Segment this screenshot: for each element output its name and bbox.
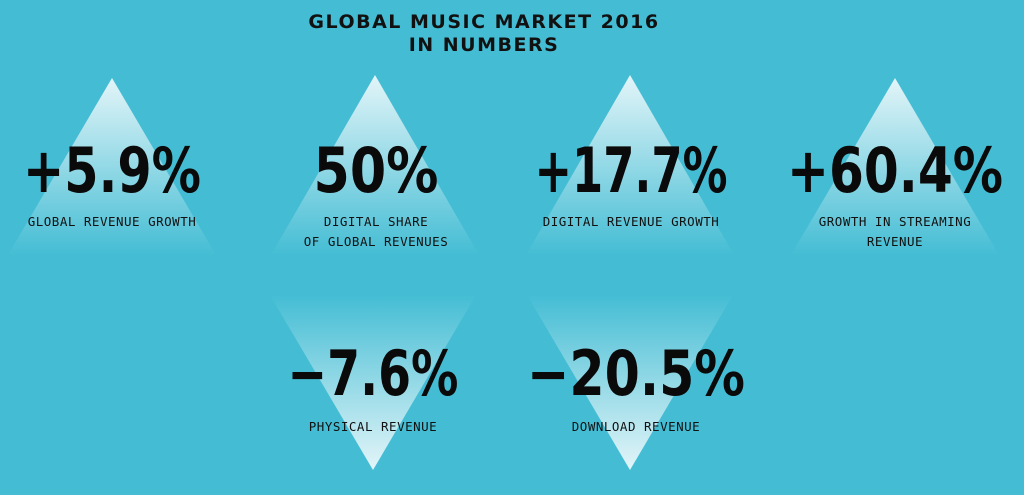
stat-caption: OF GLOBAL REVENUES bbox=[304, 234, 448, 249]
triangle bbox=[527, 295, 733, 470]
stat-value: −7.6% bbox=[288, 337, 459, 410]
title-line: GLOBAL MUSIC MARKET 2016 bbox=[308, 11, 659, 33]
stat-value: +17.7% bbox=[535, 134, 728, 207]
triangle bbox=[270, 295, 476, 470]
stat-value: +5.9% bbox=[23, 134, 201, 207]
stat-value: −20.5% bbox=[527, 337, 745, 410]
stat-value: 50% bbox=[314, 134, 439, 207]
stat-caption: PHYSICAL REVENUE bbox=[309, 419, 437, 434]
triangle bbox=[8, 78, 216, 255]
title-line: IN NUMBERS bbox=[409, 34, 560, 56]
stat-caption: DIGITAL SHARE bbox=[324, 214, 428, 229]
stat-value: +60.4% bbox=[787, 134, 1003, 207]
triangle bbox=[791, 78, 999, 255]
triangle bbox=[526, 75, 734, 255]
stat-caption: REVENUE bbox=[867, 234, 923, 249]
triangle bbox=[271, 75, 479, 255]
stat-caption: GLOBAL REVENUE GROWTH bbox=[28, 214, 197, 229]
stat-caption: DIGITAL REVENUE GROWTH bbox=[543, 214, 720, 229]
stat-caption: GROWTH IN STREAMING bbox=[819, 214, 972, 229]
stat-caption: DOWNLOAD REVENUE bbox=[572, 419, 700, 434]
